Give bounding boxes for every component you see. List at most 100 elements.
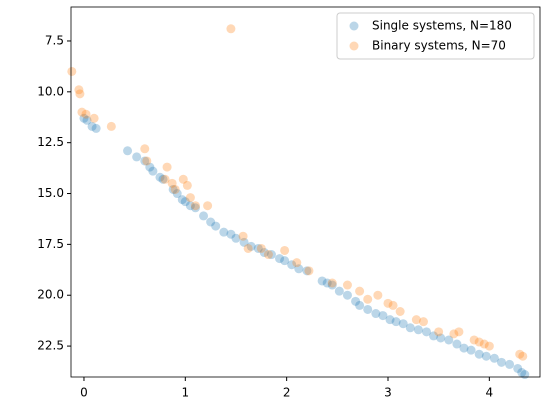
x-tick-label: 1 — [181, 386, 189, 400]
point — [140, 156, 150, 166]
point — [256, 243, 266, 253]
y-tick-label: 12.5 — [37, 135, 64, 149]
y-tick-label: 10.0 — [37, 84, 64, 98]
point — [444, 335, 454, 345]
point — [180, 197, 190, 207]
point — [132, 152, 142, 162]
point — [371, 309, 381, 319]
point — [334, 286, 344, 296]
point — [239, 237, 249, 247]
point — [388, 300, 398, 310]
point — [355, 286, 365, 296]
point — [91, 123, 101, 133]
y-tick-label: 17.5 — [37, 237, 64, 251]
point — [405, 323, 415, 333]
point — [160, 174, 170, 184]
point — [266, 250, 276, 260]
point — [304, 266, 314, 276]
point — [317, 276, 327, 286]
point — [190, 201, 200, 211]
x-tick-label: 3 — [384, 386, 392, 400]
point — [140, 144, 150, 154]
point — [513, 363, 523, 373]
point — [185, 193, 195, 203]
point — [106, 121, 116, 131]
point — [418, 317, 428, 327]
legend-box — [336, 12, 535, 60]
point — [342, 280, 352, 290]
point — [518, 351, 528, 361]
point — [162, 162, 172, 172]
y-tick-label: 7.5 — [45, 33, 64, 47]
point — [145, 162, 155, 172]
point — [505, 359, 515, 369]
point — [517, 368, 527, 378]
point — [178, 174, 188, 184]
point — [172, 189, 182, 199]
point — [81, 109, 91, 119]
point — [259, 248, 269, 258]
y-tick-label: 15.0 — [37, 186, 64, 200]
point — [158, 174, 168, 184]
point — [190, 203, 200, 213]
point — [199, 211, 209, 221]
point — [479, 339, 489, 349]
point — [275, 254, 285, 264]
point — [449, 329, 459, 339]
legend-label: Single systems, N=180 — [372, 19, 512, 33]
point — [177, 195, 187, 205]
point — [474, 337, 484, 347]
x-tick-label: 0 — [80, 386, 88, 400]
point — [391, 317, 401, 327]
point — [454, 327, 464, 337]
point — [206, 217, 216, 227]
point — [459, 343, 469, 353]
point — [434, 327, 444, 337]
point — [474, 349, 484, 359]
point — [226, 229, 236, 239]
point — [226, 24, 236, 34]
point — [411, 315, 421, 325]
point — [231, 233, 241, 243]
point — [263, 250, 273, 260]
y-tick-label: 22.5 — [37, 339, 64, 353]
point — [75, 89, 85, 99]
point — [219, 227, 229, 237]
point — [67, 66, 77, 76]
point — [469, 335, 479, 345]
x-tick-label: 4 — [486, 386, 494, 400]
legend-marker — [349, 21, 359, 31]
point — [413, 325, 423, 335]
point — [287, 260, 297, 270]
point — [421, 327, 431, 337]
point — [246, 241, 256, 251]
point — [515, 349, 525, 359]
point — [385, 315, 395, 325]
point — [355, 300, 365, 310]
point — [280, 245, 290, 255]
point — [142, 156, 152, 166]
point — [327, 278, 337, 288]
point — [89, 113, 99, 123]
point — [466, 345, 476, 355]
point — [294, 264, 304, 274]
point — [351, 296, 361, 306]
legend-marker — [349, 41, 359, 51]
point — [170, 184, 180, 194]
point — [429, 331, 439, 341]
point — [452, 339, 462, 349]
point — [238, 231, 248, 241]
point — [436, 333, 446, 343]
point — [253, 243, 263, 253]
point — [82, 115, 92, 125]
point — [79, 113, 89, 123]
point — [378, 311, 388, 321]
point — [363, 294, 373, 304]
point — [484, 341, 494, 351]
point — [302, 266, 312, 276]
point — [496, 357, 506, 367]
point — [185, 201, 195, 211]
legend-label: Binary systems, N=70 — [372, 39, 506, 53]
point — [383, 298, 393, 308]
point — [243, 243, 253, 253]
